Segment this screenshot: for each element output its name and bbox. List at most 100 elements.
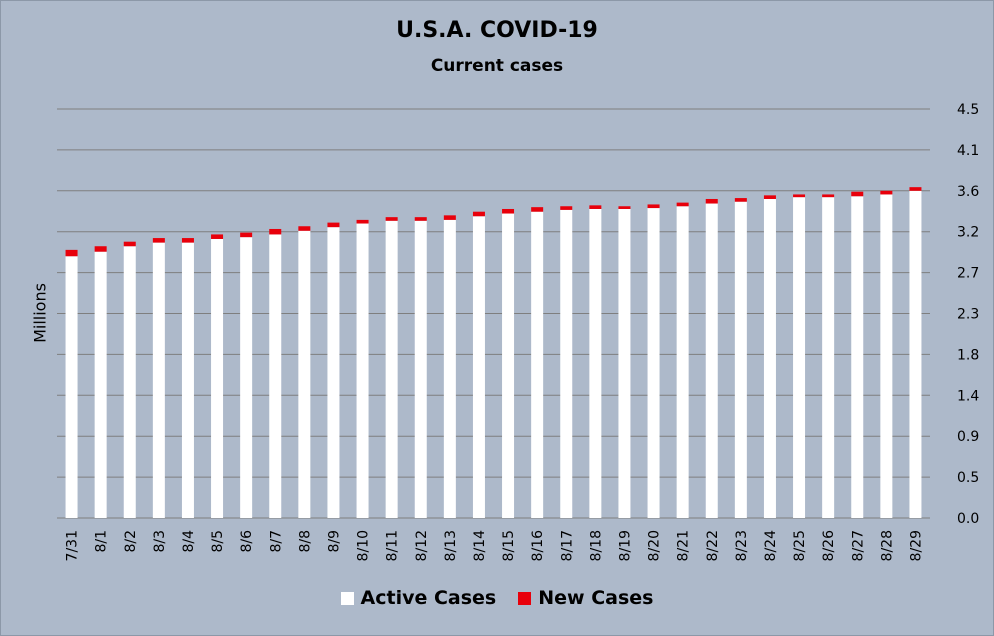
- x-tick-label: 8/21: [676, 530, 692, 561]
- y-tick-label: 0.0: [957, 511, 979, 527]
- x-tick-label: 8/22: [705, 530, 721, 561]
- x-tick-label: 8/26: [821, 530, 837, 562]
- bar-active-cases: [676, 206, 689, 519]
- bar-new-cases: [705, 198, 718, 204]
- bar-new-cases: [589, 205, 602, 209]
- bar-active-cases: [269, 234, 282, 518]
- bar-new-cases: [269, 228, 282, 235]
- x-tick-label: 8/17: [559, 530, 575, 561]
- x-tick-label: 8/24: [763, 530, 779, 562]
- x-tick-label: 8/13: [443, 530, 459, 561]
- bar-new-cases: [356, 219, 369, 224]
- legend: Active Cases New Cases: [0, 587, 994, 609]
- bar-active-cases: [181, 242, 194, 518]
- bar-new-cases: [181, 238, 194, 243]
- bar-new-cases: [65, 249, 78, 257]
- x-tick-label: 8/3: [152, 530, 168, 553]
- bar-new-cases: [851, 191, 864, 197]
- bar-active-cases: [152, 242, 165, 518]
- bar-new-cases: [647, 204, 660, 209]
- bar-active-cases: [240, 237, 253, 519]
- legend-swatch-new-cases: [518, 591, 532, 605]
- x-tick-label: 8/10: [356, 530, 372, 561]
- bar-active-cases: [909, 190, 922, 519]
- bar-active-cases: [531, 211, 544, 518]
- bar-new-cases: [560, 206, 573, 210]
- bar-new-cases: [298, 226, 311, 231]
- x-tick-label: 8/6: [239, 530, 255, 553]
- x-tick-label: 8/9: [326, 530, 342, 553]
- bar-active-cases: [94, 251, 107, 518]
- bar-new-cases: [880, 190, 893, 195]
- y-tick-label: 2.7: [957, 266, 979, 282]
- bar-active-cases: [298, 230, 311, 518]
- legend-swatch-active-cases: [340, 591, 354, 605]
- x-tick-label: 8/15: [501, 530, 517, 561]
- bar-active-cases: [647, 208, 660, 518]
- bar-new-cases: [211, 234, 224, 239]
- x-tick-label: 8/27: [850, 530, 866, 561]
- chart-subtitle: Current cases: [430, 56, 564, 76]
- bar-active-cases: [851, 196, 864, 518]
- x-tick-label: 8/16: [530, 530, 546, 562]
- x-tick-label: 8/14: [472, 530, 488, 562]
- bar-new-cases: [152, 238, 165, 243]
- bar-active-cases: [705, 203, 718, 518]
- x-tick-label: 8/28: [879, 530, 895, 561]
- bar-active-cases: [560, 209, 573, 519]
- bar-new-cases: [822, 194, 835, 198]
- x-tick-label: 8/4: [181, 530, 197, 553]
- bar-active-cases: [327, 227, 340, 518]
- y-tick-label: 3.6: [957, 184, 979, 200]
- bar-active-cases: [880, 194, 893, 519]
- y-tick-label: 0.9: [957, 429, 979, 445]
- bar-new-cases: [531, 207, 544, 212]
- x-tick-label: 8/7: [268, 530, 284, 553]
- bar-active-cases: [589, 208, 602, 518]
- legend-label-active-cases: Active Cases: [360, 587, 497, 609]
- x-tick-label: 8/25: [792, 530, 808, 561]
- x-tick-label: 8/23: [734, 530, 750, 561]
- bar-new-cases: [472, 211, 485, 217]
- bar-active-cases: [822, 197, 835, 518]
- bar-active-cases: [793, 197, 806, 518]
- bar-active-cases: [502, 213, 515, 518]
- bar-new-cases: [763, 195, 776, 199]
- chart-title: U.S.A. COVID-19: [396, 18, 598, 43]
- legend-item-new-cases: New Cases: [518, 587, 653, 609]
- bar-active-cases: [356, 223, 369, 518]
- x-tick-label: 8/5: [210, 530, 226, 553]
- bar-new-cases: [123, 241, 136, 247]
- bar-new-cases: [240, 232, 253, 238]
- bar-active-cases: [211, 238, 224, 518]
- y-tick-label: 0.5: [957, 470, 979, 486]
- x-tick-label: 8/1: [94, 530, 110, 553]
- bar-new-cases: [94, 246, 107, 252]
- y-tick-label: 1.4: [957, 388, 979, 404]
- bar-new-cases: [734, 198, 747, 202]
- bar-active-cases: [414, 220, 427, 518]
- bar-active-cases: [734, 201, 747, 518]
- bar-active-cases: [65, 256, 78, 518]
- x-tick-label: 8/19: [617, 530, 633, 561]
- y-tick-label: 4.5: [957, 102, 979, 118]
- x-tick-label: 8/2: [123, 530, 139, 553]
- x-tick-label: 8/20: [647, 530, 663, 561]
- bar-new-cases: [443, 215, 456, 220]
- x-tick-label: 8/18: [588, 530, 604, 561]
- bar-active-cases: [763, 198, 776, 519]
- y-tick-label: 4.1: [957, 143, 979, 159]
- bar-new-cases: [793, 194, 806, 198]
- x-tick-label: 7/31: [65, 530, 81, 561]
- y-tick-label: 3.2: [957, 225, 979, 241]
- y-tick-label: 2.3: [957, 307, 979, 323]
- legend-label-new-cases: New Cases: [538, 587, 654, 609]
- x-tick-label: 8/8: [297, 530, 313, 553]
- bar-new-cases: [327, 222, 340, 228]
- bar-new-cases: [502, 208, 515, 214]
- bar-new-cases: [414, 217, 427, 221]
- bar-new-cases: [909, 187, 922, 191]
- bar-active-cases: [385, 220, 398, 518]
- bar-active-cases: [472, 216, 485, 518]
